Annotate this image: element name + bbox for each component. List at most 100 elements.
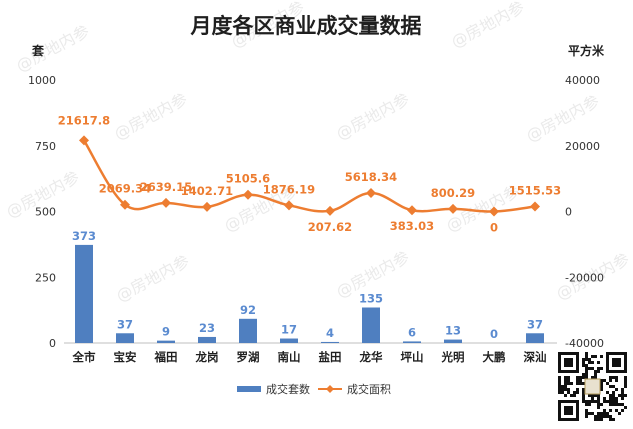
qr-module	[582, 382, 585, 385]
qr-module	[624, 382, 627, 385]
line-value-label: 0	[490, 221, 498, 235]
watermark-text: @房地内参	[113, 251, 193, 305]
qr-module	[588, 394, 591, 397]
line-value-label: 1402.71	[181, 184, 233, 198]
qr-module	[612, 376, 615, 379]
qr-module	[612, 403, 615, 406]
bar-value-label: 6	[408, 325, 416, 339]
category-label: 罗湖	[237, 350, 260, 364]
watermark-layer: @房地内参 @房地内参 @房地内参@房地内参 @房地内参 @房地内参@房地内参 @房地内参…	[3, 0, 633, 306]
qr-module	[588, 403, 591, 406]
category-label: 福田	[154, 350, 178, 364]
qr-module	[582, 394, 585, 397]
qr-module	[558, 385, 561, 388]
qr-module	[615, 403, 618, 406]
qr-module	[588, 358, 591, 361]
qr-module	[588, 361, 591, 364]
right-tick-label: 40000	[565, 74, 600, 87]
qr-module	[621, 391, 624, 394]
bar	[198, 336, 216, 343]
line-point	[325, 205, 335, 216]
bar-value-label: 92	[240, 303, 256, 317]
left-tick-label: 1000	[28, 74, 56, 87]
legend-bar-swatch	[237, 386, 261, 392]
bar-series	[75, 244, 544, 343]
bar	[362, 307, 380, 343]
qr-center-logo	[584, 378, 601, 395]
left-tick-label: 750	[35, 140, 56, 153]
category-label: 龙岗	[195, 350, 219, 364]
qr-module	[600, 367, 603, 370]
watermark-text: @房地内参	[448, 0, 528, 52]
category-label: 深汕	[524, 350, 547, 364]
qr-module	[597, 406, 600, 409]
line-point	[366, 188, 376, 199]
right-tick-label: 0	[565, 206, 572, 219]
qr-module	[573, 394, 576, 397]
qr-module	[591, 376, 594, 379]
chart-title: 月度各区商业成交量数据	[190, 14, 422, 38]
qr-module	[600, 355, 603, 358]
line-point	[161, 197, 171, 208]
qr-module	[609, 409, 612, 412]
line-point	[79, 135, 89, 146]
qr-module	[594, 376, 597, 379]
line-path	[82, 139, 536, 213]
qr-module	[597, 415, 600, 418]
bar	[239, 318, 257, 343]
qr-module	[621, 403, 624, 406]
bar-value-label: 135	[359, 291, 383, 305]
qr-module	[588, 367, 591, 370]
category-label: 南山	[278, 350, 301, 364]
qr-module	[615, 409, 618, 412]
qr-module	[567, 376, 570, 379]
category-label: 光明	[441, 350, 465, 364]
line-value-label: 2069.34	[99, 182, 151, 196]
legend-bar-label: 成交套数	[266, 382, 310, 396]
qr-module	[564, 379, 567, 382]
line-value-label: 5105.6	[226, 172, 270, 186]
qr-finder-core	[612, 358, 621, 367]
left-tick-label: 500	[35, 206, 56, 219]
qr-module	[609, 385, 612, 388]
qr-module	[612, 418, 615, 421]
qr-module	[612, 385, 615, 388]
qr-module	[585, 400, 588, 403]
qr-module	[585, 352, 588, 355]
qr-module	[567, 379, 570, 382]
qr-module	[597, 412, 600, 415]
line-point	[120, 199, 130, 210]
qr-module	[576, 391, 579, 394]
qr-module	[609, 403, 612, 406]
qr-module	[582, 376, 585, 379]
qr-module	[576, 379, 579, 382]
qr-module	[585, 376, 588, 379]
qr-module	[609, 394, 612, 397]
qr-module	[591, 400, 594, 403]
qr-module	[609, 376, 612, 379]
qr-module	[624, 406, 627, 409]
qr-module	[609, 415, 612, 418]
qr-module	[585, 358, 588, 361]
qr-module	[582, 364, 585, 367]
bar	[280, 338, 298, 343]
qr-module	[582, 373, 585, 376]
qr-module	[603, 397, 606, 400]
line-value-label: 1515.53	[509, 184, 561, 198]
line-point	[284, 200, 294, 211]
qr-module	[609, 418, 612, 421]
qr-module	[564, 385, 567, 388]
qr-module	[564, 388, 567, 391]
qr-module	[573, 391, 576, 394]
qr-module	[624, 394, 627, 397]
category-label: 坪山	[401, 350, 424, 364]
qr-module	[600, 385, 603, 388]
category-labels: 全市 宝安 福田 龙岗 罗湖 南山 盐田 龙华 坪山 光明 大鹏 深汕	[72, 350, 547, 364]
left-axis-ticks: 0 250 500 750 1000	[28, 74, 56, 350]
category-label: 盐田	[319, 350, 342, 364]
legend-line-marker	[326, 385, 334, 393]
qr-module	[600, 415, 603, 418]
line-point	[243, 189, 253, 200]
qr-module	[603, 415, 606, 418]
bar-value-label: 23	[199, 321, 215, 335]
